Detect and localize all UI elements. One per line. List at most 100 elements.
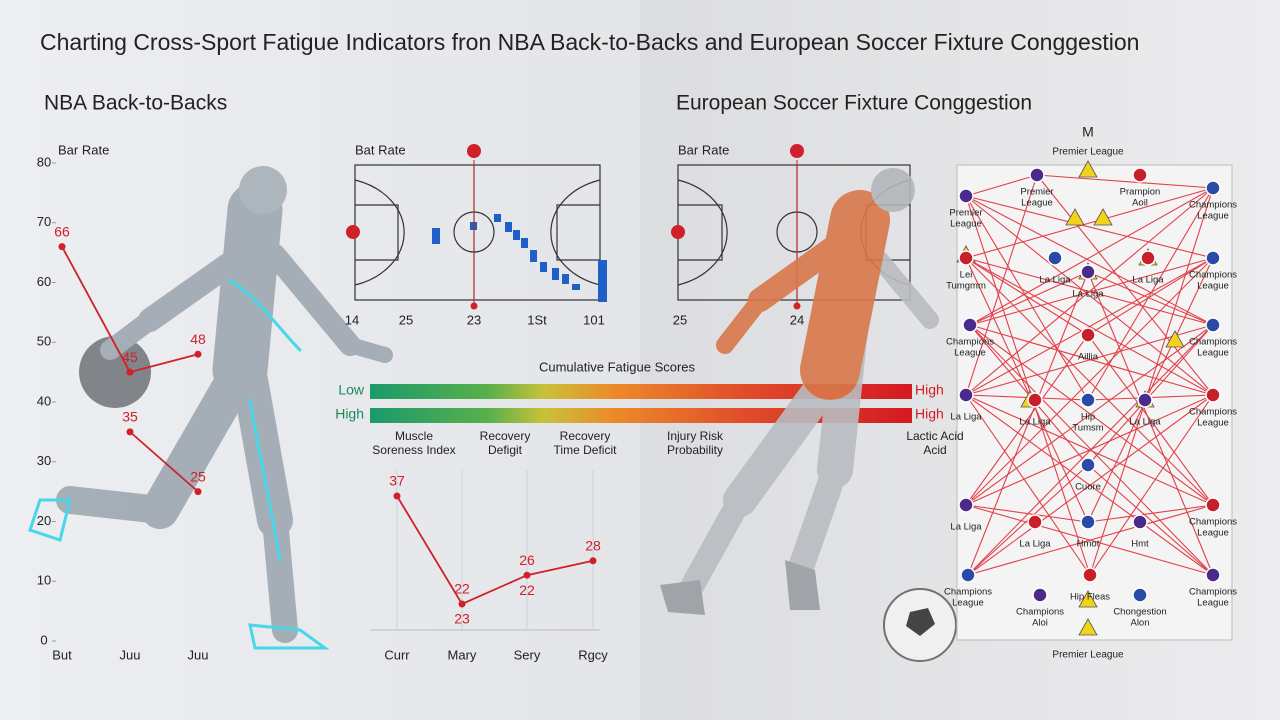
edge	[965, 394, 1214, 506]
court-label: 25	[673, 312, 687, 327]
node-label: La Liga	[1019, 539, 1051, 550]
warning-icon	[1078, 590, 1098, 608]
edge	[965, 174, 1038, 197]
data-label: 35	[122, 409, 138, 425]
node-label: Chongestion Alon	[1113, 606, 1166, 628]
node-icon	[1047, 250, 1063, 266]
warning-icon	[1078, 160, 1098, 178]
scale-label: High	[915, 406, 944, 422]
edge	[965, 257, 1214, 506]
node-label: Hmt	[1131, 539, 1149, 550]
edge	[965, 334, 1089, 506]
edge	[967, 324, 1214, 576]
edge	[967, 504, 1214, 576]
node-icon	[1205, 250, 1221, 266]
point	[58, 243, 66, 251]
x-tick-label: Rgcy	[578, 647, 608, 662]
y-tick-label: 20	[37, 513, 51, 528]
court-label: 14	[345, 312, 359, 327]
edge	[965, 195, 1214, 326]
y-tick-label: 60	[37, 274, 51, 289]
edge	[967, 394, 1214, 576]
edge	[965, 394, 1214, 576]
edge	[969, 324, 1214, 576]
node-icon	[958, 387, 974, 403]
court-label: 23	[467, 312, 481, 327]
y-tick-label: 70	[37, 214, 51, 229]
edge	[965, 394, 1091, 576]
edge	[965, 257, 1214, 396]
edge	[1087, 187, 1214, 401]
node-icon	[962, 317, 978, 333]
node-label: Champions League	[1189, 269, 1237, 291]
edge	[965, 174, 1038, 396]
edge	[965, 195, 1214, 396]
edge	[1036, 174, 1214, 396]
court-label: 24	[790, 312, 804, 327]
fatigue-bar	[370, 408, 912, 423]
chart-label: Bar Rate	[58, 142, 109, 157]
node-icon	[1080, 457, 1096, 473]
node-label: Champions League	[1189, 586, 1237, 608]
node-icon	[1205, 387, 1221, 403]
point	[126, 428, 134, 436]
data-label: 66	[54, 223, 70, 239]
data-label: 22	[454, 581, 470, 597]
data-label: 28	[585, 538, 601, 554]
node-label: Champions League	[1189, 406, 1237, 428]
node-icon	[958, 497, 974, 513]
edge	[1089, 187, 1214, 576]
edge	[1087, 271, 1214, 326]
warning-icon	[1165, 330, 1185, 348]
node-icon	[1080, 514, 1096, 530]
edge	[965, 187, 1214, 259]
x-tick-label: Juu	[120, 647, 141, 662]
edge	[965, 195, 1089, 401]
node-icon	[1029, 167, 1045, 183]
warning-icon	[1078, 618, 1098, 636]
court-label: 25	[399, 312, 413, 327]
edge	[1087, 257, 1214, 523]
node-label: Premier League	[949, 207, 982, 229]
section-title: European Soccer Fixture Conggestion	[676, 92, 1032, 115]
node-icon	[958, 188, 974, 204]
edge	[969, 271, 1089, 326]
chart-label: Bar Rate	[678, 142, 729, 157]
node-label: Prampion Aoil	[1120, 186, 1161, 208]
node-label: Champions League	[946, 336, 994, 358]
node-label: Hip Fleas	[1070, 592, 1110, 603]
x-tick-label: Curr	[384, 647, 410, 662]
network-label: Premier League	[1052, 650, 1124, 661]
edge	[965, 504, 1089, 523]
node-label: Aillia	[1078, 352, 1099, 363]
node-icon	[1027, 514, 1043, 530]
soccer-player	[660, 168, 957, 662]
node-label: La Liga	[1039, 275, 1071, 286]
line	[396, 495, 594, 606]
section-title: NBA Back-to-Backs	[44, 92, 227, 115]
y-tick-label: 40	[37, 393, 51, 408]
edge	[1089, 394, 1214, 576]
edge	[965, 195, 1214, 259]
network-label: Premier League	[1052, 147, 1124, 158]
edge	[965, 257, 1089, 523]
edge	[1087, 271, 1214, 576]
node-icon	[958, 250, 974, 266]
data-label: 25	[190, 468, 206, 484]
y-tick-label: 10	[37, 573, 51, 588]
node-label: La Liga	[1129, 417, 1161, 428]
point	[393, 492, 401, 500]
point	[194, 488, 202, 496]
edge	[1087, 464, 1214, 576]
scale-label: High	[915, 382, 944, 398]
node-label: Champions League	[1189, 336, 1237, 358]
fatigue-title: Cumulative Fatigue Scores	[539, 359, 696, 374]
node-icon	[1032, 587, 1048, 603]
node-icon	[1205, 497, 1221, 513]
node-label: Champions Aloi	[1016, 606, 1064, 628]
node-label: Premier League	[1020, 186, 1053, 208]
line	[129, 431, 199, 493]
court-label: 1St	[527, 312, 547, 327]
node-icon	[960, 567, 976, 583]
